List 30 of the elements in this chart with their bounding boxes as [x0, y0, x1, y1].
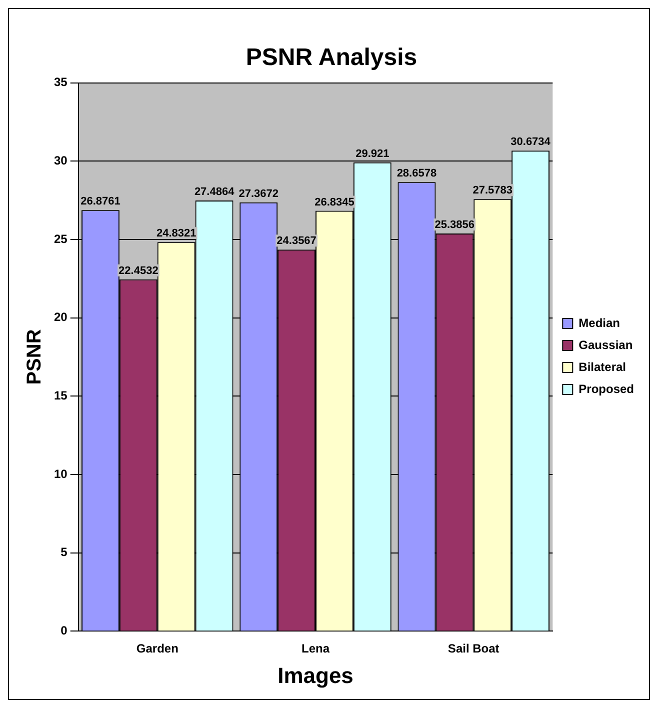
- y-tick-label: 25: [54, 232, 68, 246]
- data-label: 27.4864: [194, 186, 236, 198]
- data-label: 27.5783: [472, 184, 512, 197]
- y-tick-label: 0: [60, 624, 68, 638]
- x-axis-title: Images: [278, 662, 354, 688]
- data-label: 26.8345: [314, 196, 354, 208]
- y-tick-label: 10: [54, 466, 68, 481]
- data-label: 24.3567: [276, 235, 316, 248]
- chart-title: PSNR Analysis: [246, 44, 418, 72]
- data-label: 30.6734: [510, 136, 552, 148]
- data-label: 27.3672: [238, 188, 278, 200]
- y-tick-label: 30: [54, 153, 68, 168]
- y-tick-label: 20: [54, 310, 68, 324]
- y-axis-title: PSNR: [24, 328, 46, 385]
- y-tick-label: 15: [54, 388, 68, 402]
- data-label: 25.3856: [434, 218, 475, 231]
- legend-label: Proposed: [578, 382, 634, 396]
- legend-label: Gaussian: [578, 338, 633, 352]
- x-tick-label: Sail Boat: [448, 642, 500, 656]
- legend-label: Median: [578, 316, 620, 330]
- data-label: 28.6578: [396, 168, 437, 180]
- legend-label: Bilateral: [578, 360, 626, 374]
- x-tick-label: Garden: [136, 642, 178, 656]
- x-tick-label: Lena: [301, 642, 330, 656]
- data-label: 29.921: [356, 148, 390, 160]
- data-label: 24.8321: [156, 228, 196, 240]
- y-tick-label: 5: [60, 545, 68, 560]
- data-label: 22.4532: [118, 264, 158, 277]
- data-label: 26.8761: [80, 196, 120, 208]
- y-tick-label: 35: [54, 75, 68, 90]
